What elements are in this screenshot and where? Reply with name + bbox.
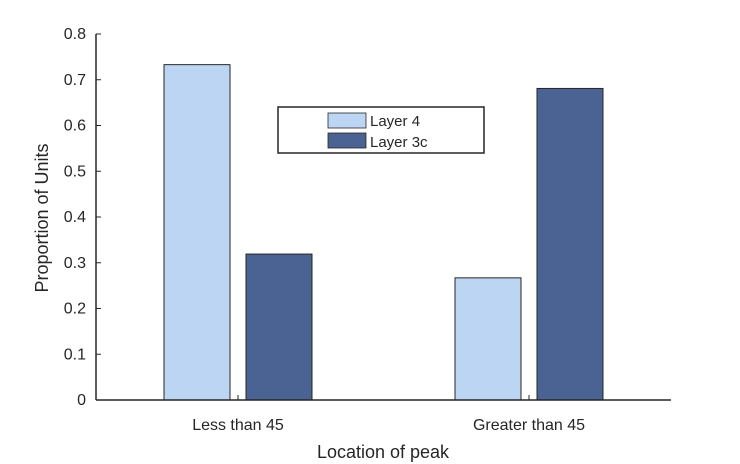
y-tick-label: 0 — [77, 392, 86, 409]
x-tick-label: Less than 45 — [192, 417, 284, 434]
legend-label-layer-4: Layer 4 — [370, 113, 420, 130]
legend-swatch-layer-3c — [327, 132, 367, 149]
y-tick-label: 0.1 — [64, 346, 86, 363]
bar-layer-4-less-than-45 — [163, 64, 231, 401]
y-tick-label: 0.4 — [64, 209, 86, 226]
legend-box — [277, 106, 485, 154]
legend: Layer 4 Layer 3c — [277, 106, 485, 154]
x-axis-title: Location of peak — [317, 442, 450, 462]
bar-layer-3c-greater-than-45 — [536, 87, 604, 401]
y-tick-label: 0.3 — [64, 255, 86, 272]
legend-swatch-layer-4 — [327, 112, 367, 129]
y-tick-label: 0.2 — [64, 301, 86, 318]
y-tick-label: 0.6 — [64, 118, 86, 135]
y-axis-title: Proportion of Units — [32, 143, 52, 292]
legend-label-layer-3c: Layer 3c — [370, 134, 428, 151]
y-tick-label: 0.7 — [64, 72, 86, 89]
bar-layer-3c-less-than-45 — [245, 253, 313, 401]
bar-layer-4-greater-than-45 — [454, 277, 522, 401]
y-ticks-group: 0 0.1 0.2 0.3 0.4 0.5 0.6 0.7 0.8 — [64, 26, 101, 409]
x-tick-label: Greater than 45 — [473, 417, 585, 434]
y-tick-label: 0.8 — [64, 26, 86, 43]
bars-group — [163, 64, 604, 401]
x-ticks-group: Less than 45 Greater than 45 — [192, 395, 585, 434]
y-tick-label: 0.5 — [64, 163, 86, 180]
